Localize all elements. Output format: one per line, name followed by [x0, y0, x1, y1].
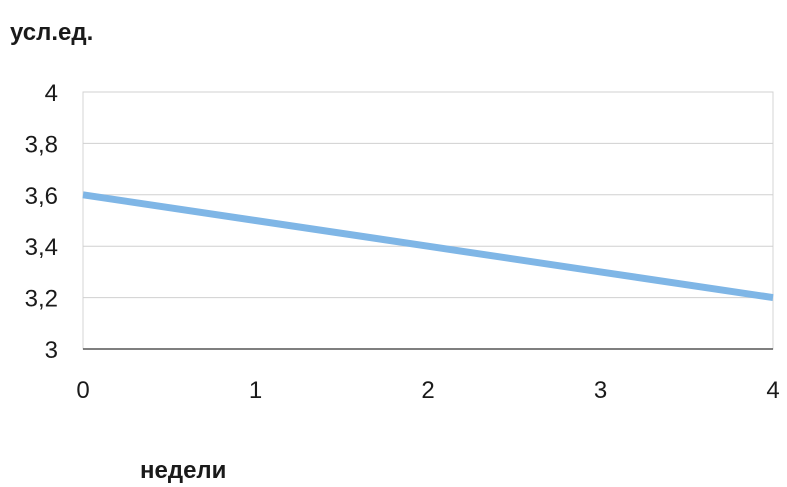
y-axis-label: усл.ед.	[10, 19, 93, 46]
y-tick-label: 3,4	[25, 234, 58, 261]
series-group	[82, 191, 774, 302]
y-tick-label: 3,2	[25, 286, 58, 313]
y-tick-label: 3	[45, 337, 58, 364]
y-tick-label: 3,6	[25, 183, 58, 210]
x-axis-label: недели	[140, 457, 226, 484]
y-tick-labels: 3 3,2 3,4 3,6 3,8 4	[25, 80, 58, 364]
x-tick-label: 3	[594, 377, 607, 404]
x-tick-label: 4	[766, 377, 779, 404]
x-tick-label: 2	[421, 377, 434, 404]
plot-area	[82, 91, 774, 350]
grid	[83, 91, 773, 350]
x-tick-label: 1	[249, 377, 262, 404]
y-tick-label: 4	[45, 80, 58, 107]
x-tick-label: 0	[76, 377, 89, 404]
x-tick-labels: 0 1 2 3 4	[76, 377, 779, 404]
series-line	[82, 191, 774, 302]
y-tick-label: 3,8	[25, 131, 58, 158]
